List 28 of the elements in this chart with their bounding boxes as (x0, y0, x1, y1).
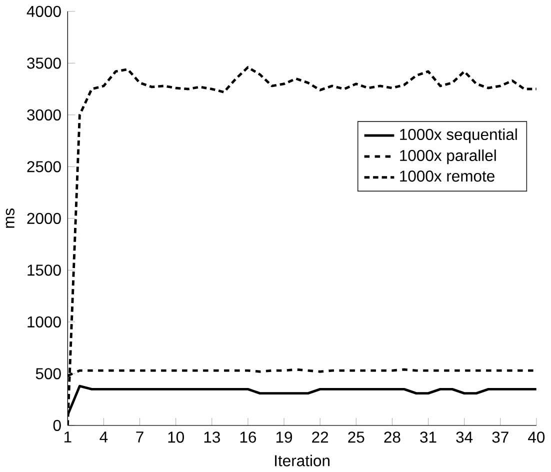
x-tick-label: 16 (240, 432, 256, 443)
y-tick-label: 4000 (26, 6, 61, 17)
x-tick-label: 10 (168, 432, 184, 443)
x-tick-label: 13 (204, 432, 220, 443)
x-tick-label: 7 (136, 432, 144, 442)
x-tick-label: 28 (384, 432, 400, 443)
y-tick-label: 3000 (27, 109, 61, 120)
x-axis-title: Iteration (275, 454, 330, 466)
x-tick-label: 31 (420, 432, 436, 443)
y-tick-label: 1000 (28, 316, 61, 328)
x-tick-label: 1 (64, 432, 72, 442)
legend-label: 1000x sequential (400, 128, 517, 144)
x-tick-label: 19 (276, 432, 292, 443)
x-tick-label: 4 (100, 432, 108, 442)
y-tick-label: 0 (53, 420, 61, 431)
y-tick-label: 500 (36, 368, 61, 380)
x-tick-label: 22 (312, 432, 328, 443)
legend-label: 1000x parallel (400, 149, 496, 164)
x-tick-label: 40 (528, 432, 545, 443)
x-tick-label: 34 (456, 432, 473, 443)
x-tick-label: 37 (492, 432, 508, 443)
y-axis-title: ms (6, 208, 14, 228)
y-tick-label: 3500 (27, 58, 61, 69)
y-tick-label: 1500 (28, 264, 61, 276)
y-tick-label: 2500 (27, 161, 61, 172)
legend-label: 1000x remote (400, 170, 494, 182)
y-tick-label: 2000 (27, 212, 61, 224)
x-tick-label: 25 (348, 432, 364, 443)
